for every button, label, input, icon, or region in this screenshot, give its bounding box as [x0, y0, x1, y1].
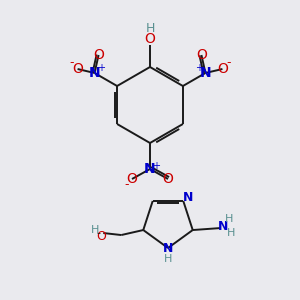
Text: H: H	[164, 254, 172, 264]
Text: +: +	[195, 63, 203, 73]
Text: O: O	[93, 48, 104, 62]
Text: -: -	[125, 178, 129, 191]
Text: N: N	[163, 242, 173, 256]
Text: N: N	[183, 191, 194, 205]
Text: -: -	[96, 228, 100, 238]
Text: O: O	[96, 230, 106, 242]
Text: H: H	[91, 225, 100, 235]
Text: N: N	[218, 220, 228, 232]
Text: H: H	[145, 22, 155, 35]
Text: O: O	[127, 172, 137, 186]
Text: N: N	[200, 66, 211, 80]
Text: O: O	[163, 172, 173, 186]
Text: O: O	[217, 62, 228, 76]
Text: N: N	[144, 162, 156, 176]
Text: H: H	[226, 228, 235, 238]
Text: N: N	[89, 66, 100, 80]
Text: -: -	[69, 56, 74, 70]
Text: +: +	[152, 161, 160, 171]
Text: +: +	[97, 63, 105, 73]
Text: H: H	[224, 214, 233, 224]
Text: -: -	[226, 56, 231, 70]
Text: O: O	[72, 62, 83, 76]
Text: O: O	[196, 48, 207, 62]
Text: O: O	[145, 32, 155, 46]
